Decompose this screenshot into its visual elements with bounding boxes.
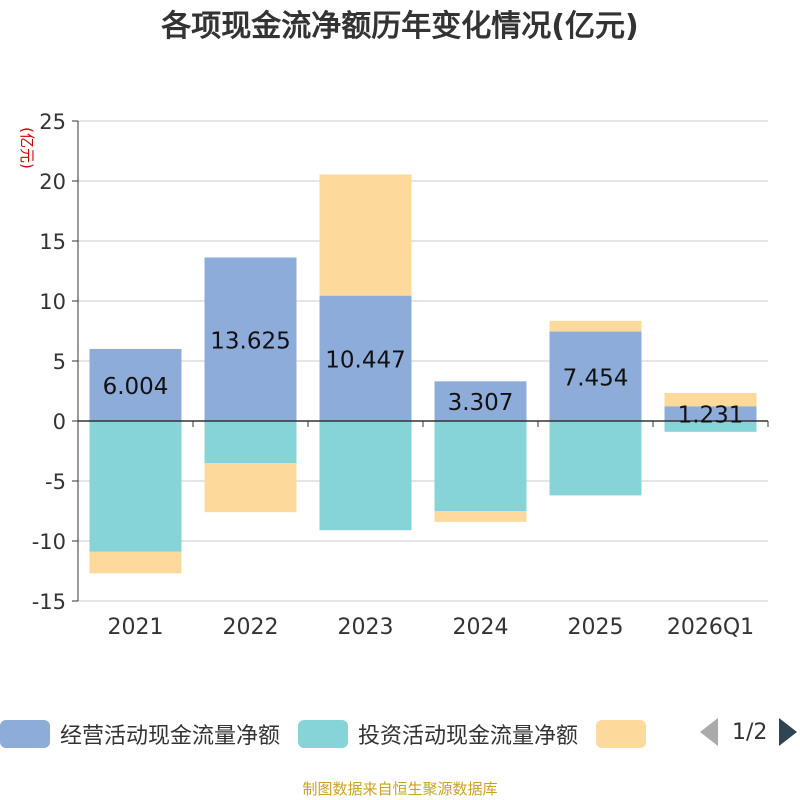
legend-swatch [298, 720, 349, 748]
y-tick-label: -15 [32, 590, 66, 614]
legend: 经营活动现金流量净额 投资活动现金流量净额 1/2 [0, 712, 800, 756]
legend-item-investing[interactable]: 投资活动现金流量净额 [298, 718, 578, 750]
bar-series-2-2021[interactable] [89, 551, 182, 574]
data-labels: 6.004 13.625 10.447 3.307 7.454 1.231 [103, 328, 744, 428]
y-tick-label: 15 [39, 230, 66, 254]
x-tick-label: 2021 [108, 615, 164, 640]
x-tick-label: 2024 [453, 615, 509, 640]
bar-series-2-2024[interactable] [434, 511, 527, 522]
y-tick-label: 25 [39, 110, 66, 134]
bar-series-0-2022[interactable] [204, 257, 297, 422]
bar-series-0-2024[interactable] [434, 381, 527, 421]
y-tick-label: 5 [53, 350, 66, 374]
next-page-icon[interactable] [779, 718, 798, 746]
bar-series-1-2026Q1[interactable] [664, 421, 757, 432]
bar-series-2-2023[interactable] [319, 174, 412, 296]
bar-series-1-2024[interactable] [434, 421, 527, 511]
y-tick-label: 10 [39, 290, 66, 314]
y-tick-label: -10 [32, 530, 66, 554]
x-tick-label: 2022 [223, 615, 279, 640]
bar-series-2-2025[interactable] [549, 320, 642, 332]
x-tick-label: 2026Q1 [667, 615, 754, 640]
legend-page-indicator: 1/2 [732, 719, 768, 745]
legend-pager: 1/2 [700, 718, 798, 746]
legend-item-financing[interactable] [596, 720, 656, 748]
bar-series-0-2025[interactable] [549, 331, 642, 421]
bar-series-1-2023[interactable] [319, 421, 412, 531]
y-tick-label: -5 [45, 470, 66, 494]
legend-label: 经营活动现金流量净额 [60, 724, 281, 749]
bars [89, 174, 757, 574]
data-label: 3.307 [448, 390, 514, 416]
bar-series-1-2025[interactable] [549, 421, 642, 496]
data-label: 6.004 [103, 374, 169, 400]
bar-series-1-2022[interactable] [204, 421, 297, 463]
y-axis-label: (亿元) [18, 127, 36, 169]
axes: 25 20 15 10 5 0 -5 -10 -15 2021 2022 2023 2024 2025 20… [32, 110, 769, 640]
y-tick-label: 20 [39, 170, 66, 194]
bar-series-0-2021[interactable] [89, 348, 182, 421]
bar-series-0-2026Q1[interactable] [664, 406, 757, 421]
chart-title: 各项现金流净额历年变化情况(亿元) [160, 9, 638, 44]
x-tick-label: 2025 [568, 615, 624, 640]
legend-item-operating[interactable]: 经营活动现金流量净额 [0, 718, 280, 750]
data-label: 13.625 [210, 328, 290, 354]
bar-series-2-2022[interactable] [204, 463, 297, 513]
legend-swatch [596, 720, 647, 748]
legend-label: 投资活动现金流量净额 [358, 724, 579, 749]
data-label: 10.447 [325, 347, 405, 373]
prev-page-icon[interactable] [700, 718, 718, 746]
data-label: 7.454 [563, 365, 629, 391]
bar-series-2-2026Q1[interactable] [664, 393, 757, 407]
y-tick-label: 0 [53, 410, 66, 434]
cash-flow-chart: 各项现金流净额历年变化情况(亿元) (亿元) 25 20 15 10 5 0 -5 -10 -1… [18, 9, 769, 640]
source-footer: 制图数据来自恒生聚源数据库 [302, 780, 498, 798]
bar-series-1-2021[interactable] [89, 421, 182, 552]
legend-swatch [0, 720, 50, 748]
x-tick-label: 2023 [338, 615, 394, 640]
data-label: 1.231 [678, 403, 744, 429]
bar-series-0-2023[interactable] [319, 295, 412, 421]
